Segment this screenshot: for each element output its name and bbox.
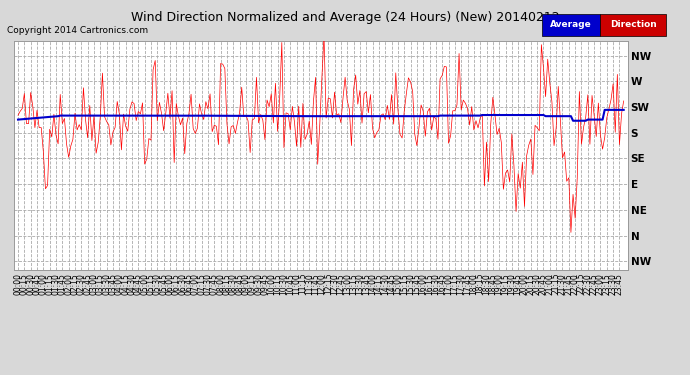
Text: Direction: Direction xyxy=(610,20,656,29)
Text: Wind Direction Normalized and Average (24 Hours) (New) 20140212: Wind Direction Normalized and Average (2… xyxy=(130,11,560,24)
Text: Average: Average xyxy=(550,20,592,29)
Text: Copyright 2014 Cartronics.com: Copyright 2014 Cartronics.com xyxy=(7,26,148,35)
